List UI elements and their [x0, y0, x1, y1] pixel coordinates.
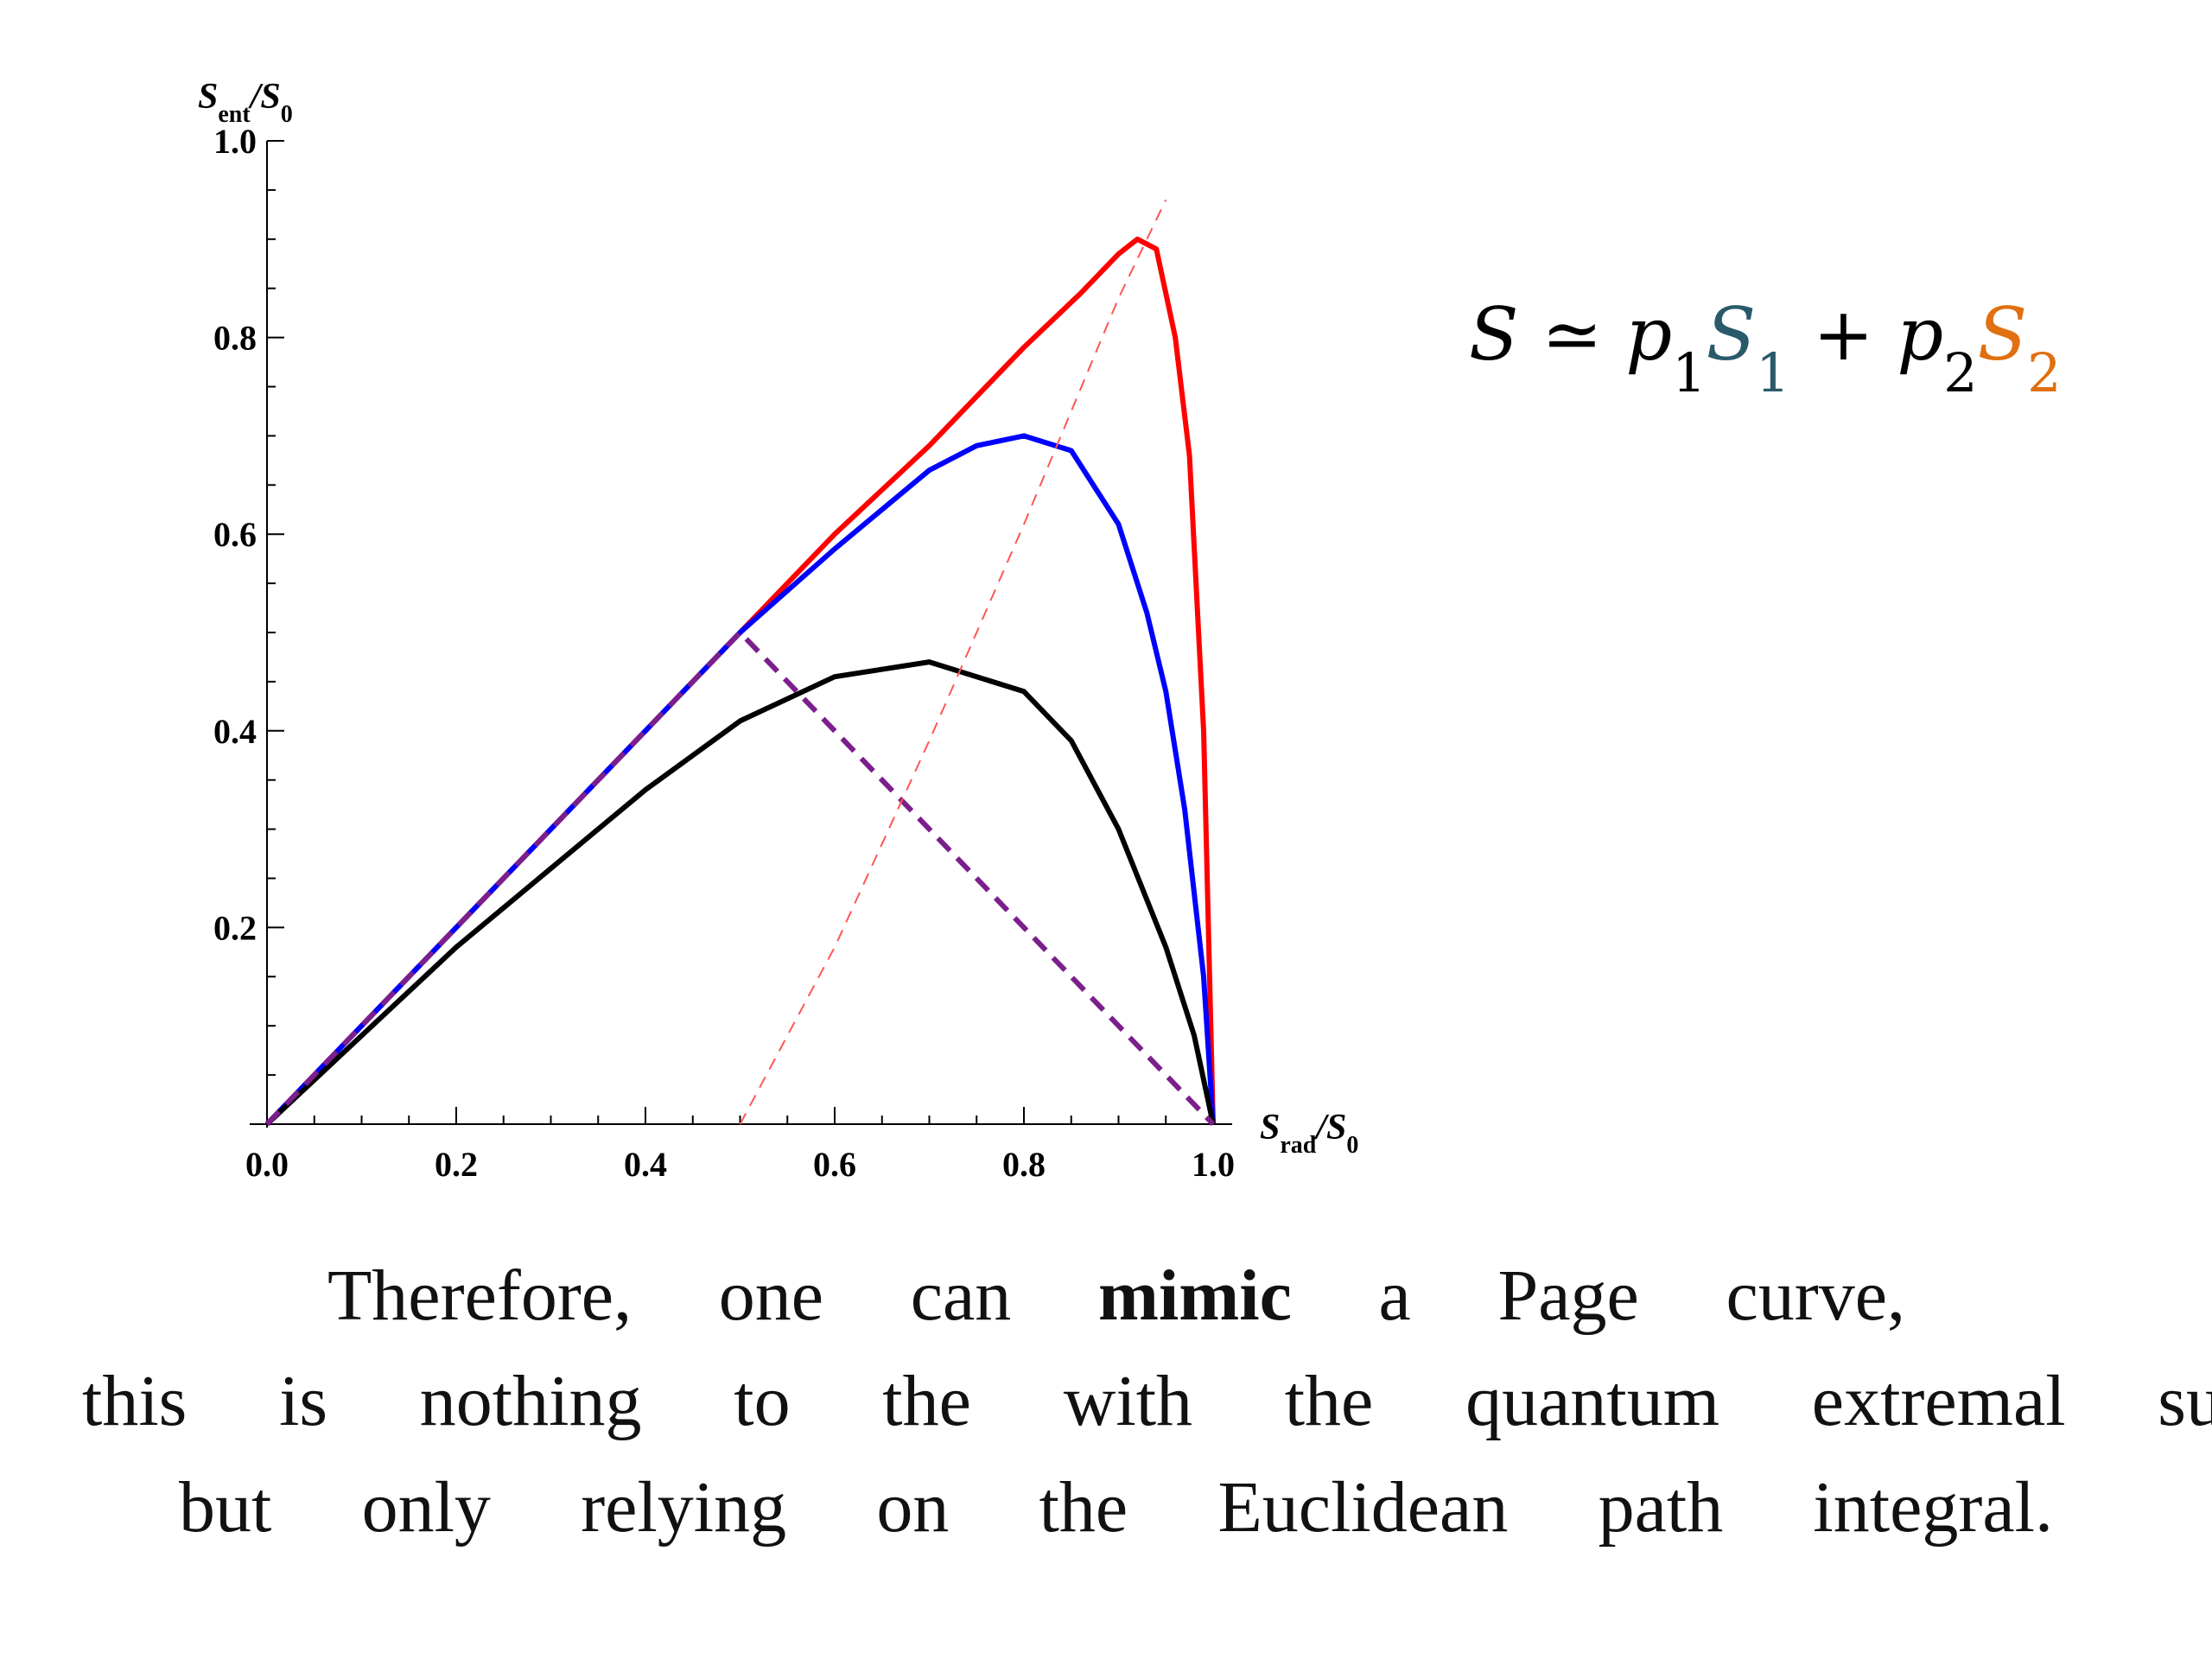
- word: can: [911, 1255, 1012, 1336]
- x-tick-label: 0.2: [435, 1145, 478, 1184]
- x-axis-label: Srad/S0: [1260, 1108, 1358, 1159]
- y-tick-label: 0.8: [213, 319, 257, 358]
- x-axis-label-part: 0: [1346, 1132, 1358, 1159]
- word: one: [719, 1255, 823, 1336]
- curve: [264, 659, 1216, 1127]
- word: nothing: [420, 1361, 642, 1441]
- curve: [739, 199, 1167, 1125]
- y-tick-label: 1.0: [213, 122, 257, 161]
- word: only: [362, 1467, 491, 1548]
- formula-part: S ≃ p: [1469, 292, 1672, 377]
- formula-part: 2: [2027, 341, 2061, 404]
- word: extremal: [1812, 1361, 2066, 1441]
- curve: [264, 630, 1216, 1127]
- word: on: [876, 1467, 949, 1548]
- word: relying: [581, 1467, 786, 1548]
- formula: S ≃ p1S1 + p2S2: [1469, 292, 2062, 404]
- word: quantum: [1465, 1361, 1719, 1441]
- word: Euclidean: [1218, 1467, 1509, 1548]
- word: curve,: [1726, 1255, 1906, 1336]
- y-tick-label: 0.2: [213, 908, 257, 947]
- paragraph-line: but only relying on the Euclidean path integral…: [179, 1467, 2053, 1548]
- word: a: [1379, 1255, 1411, 1336]
- word: mimic: [1098, 1255, 1292, 1336]
- curve: [264, 433, 1216, 1127]
- word: this: [82, 1361, 187, 1441]
- y-axis-label-part: /S: [248, 77, 281, 117]
- formula-part: + p: [1790, 292, 1944, 377]
- x-tick-label: 0.8: [1002, 1145, 1046, 1184]
- y-axis-label: Sent/S0: [198, 77, 293, 128]
- y-axis-label-part: S: [198, 77, 218, 117]
- x-axis-label-part: S: [1260, 1108, 1280, 1147]
- word: the: [1039, 1467, 1128, 1548]
- word: path: [1599, 1467, 1724, 1548]
- word: with: [1064, 1361, 1192, 1441]
- y-axis-label-part: 0: [281, 101, 293, 128]
- word: the: [1285, 1361, 1374, 1441]
- y-tick-label: 0.4: [213, 712, 257, 751]
- y-axis-label-part: ent: [218, 101, 251, 128]
- formula-part: 1: [1672, 341, 1706, 404]
- word: is: [279, 1361, 327, 1441]
- x-tick-label: 0.6: [813, 1145, 856, 1184]
- formula-part: S: [1707, 292, 1757, 377]
- formula-part: S: [1978, 292, 2028, 377]
- word: Therefore,: [327, 1255, 632, 1336]
- x-axis-label-part: /S: [1313, 1108, 1346, 1147]
- y-tick-label: 0.6: [213, 515, 257, 554]
- x-tick-label: 0.4: [624, 1145, 667, 1184]
- x-tick-label: 1.0: [1192, 1145, 1235, 1184]
- formula-part: 1: [1756, 341, 1789, 404]
- curve: [264, 236, 1216, 1127]
- x-axis-label-part: rad: [1280, 1132, 1316, 1159]
- x-tick-label: 0.0: [245, 1145, 289, 1184]
- word: to: [734, 1361, 790, 1441]
- word: but: [179, 1467, 271, 1548]
- word: integral.: [1813, 1467, 2053, 1548]
- word: Page: [1498, 1255, 1639, 1336]
- word: the: [882, 1361, 971, 1441]
- paragraph-line: Therefore, one can mimic a Page curve,: [327, 1255, 1905, 1336]
- paragraph-line: this is nothing to the with the quantum extremal…: [82, 1361, 2212, 1441]
- formula-part: 2: [1943, 341, 1977, 404]
- word: sur: [2158, 1361, 2212, 1441]
